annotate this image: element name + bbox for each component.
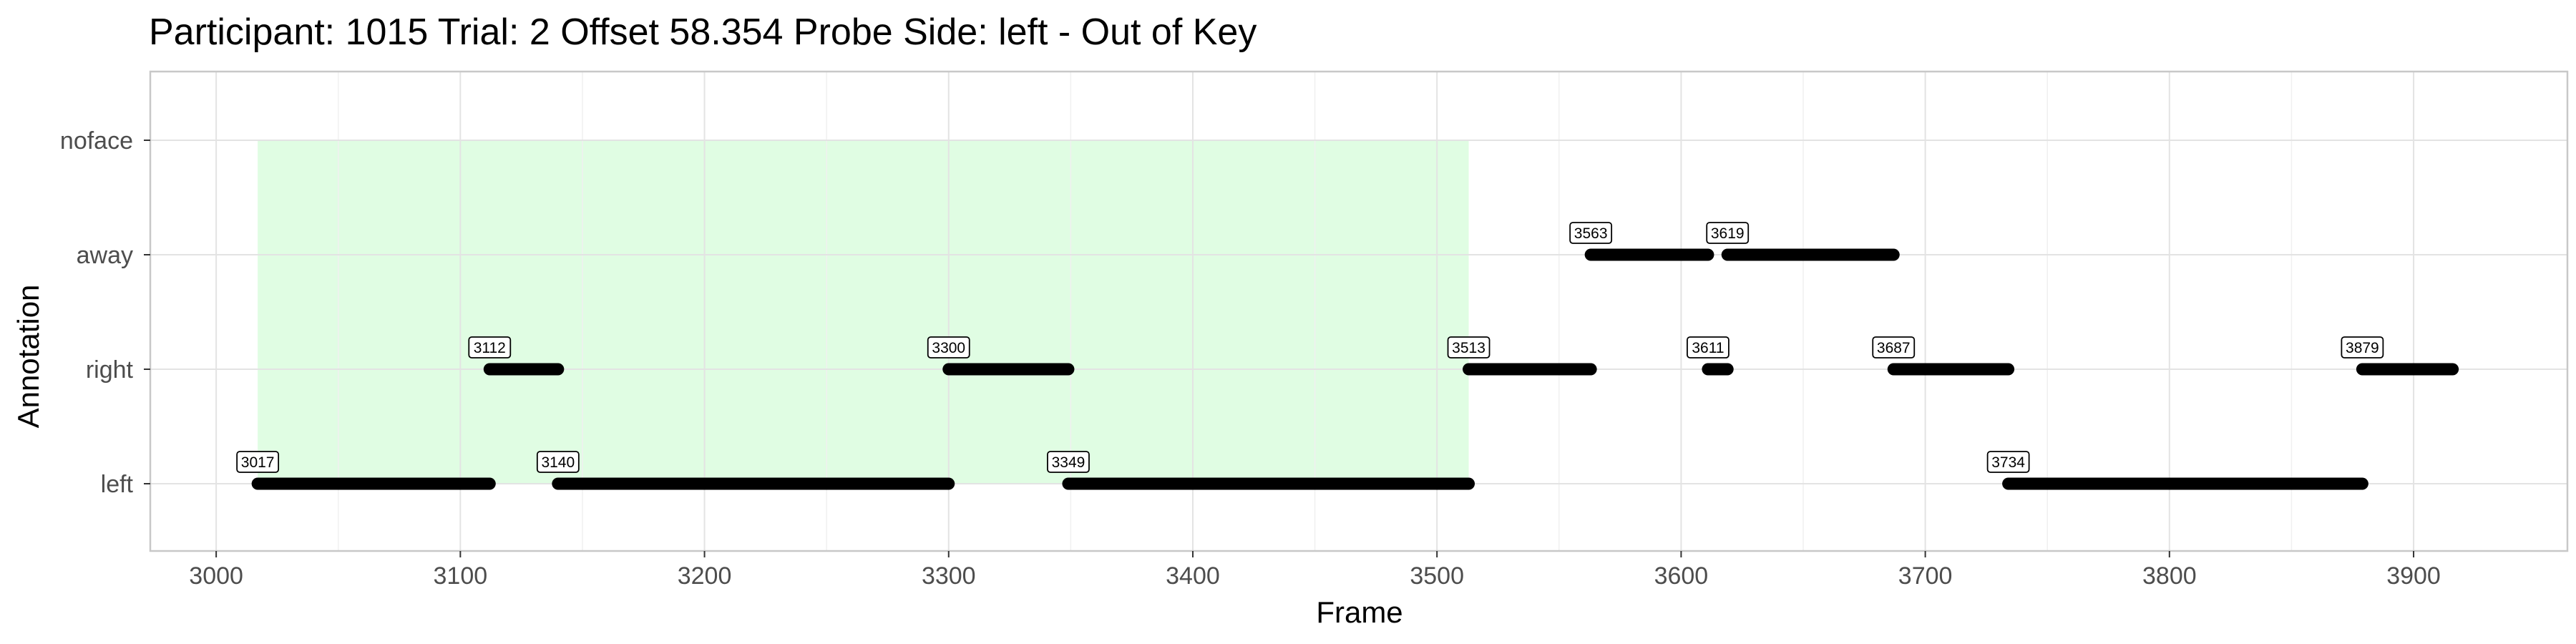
segment-label-box [1687, 336, 1729, 358]
segment-label-box [236, 451, 280, 473]
panel-border [149, 70, 2569, 552]
y-tick-label: noface [60, 127, 133, 155]
highlight-region [258, 140, 1469, 484]
segment-label-text: 3112 [474, 340, 506, 356]
segment-label: 3687 [1872, 336, 1916, 358]
segment-label-text: 3513 [1452, 340, 1485, 356]
x-axis-title: Frame [1316, 595, 1402, 629]
chart-title: Participant: 1015 Trial: 2 Offset 58.354… [149, 11, 1257, 53]
x-tick-label: 3000 [189, 562, 243, 590]
segment-label-text: 3563 [1574, 225, 1608, 242]
plot-panel: 3000 3100 3200 3300 3400 3500 3600 3700 3800 3900… [60, 70, 2569, 590]
segment-label: 3017 [236, 451, 280, 473]
segment-label-text: 3687 [1877, 340, 1911, 356]
segment-label: 3349 [1047, 451, 1090, 473]
segment-label-text: 3017 [241, 454, 275, 471]
segment-label-box [468, 336, 512, 358]
x-tick-label: 3100 [434, 562, 488, 590]
segment-label: 3619 [1706, 222, 1750, 244]
segment-label-text: 3140 [541, 454, 575, 471]
segment-label: 3563 [1569, 222, 1613, 244]
segment-label: 3734 [1986, 451, 2030, 473]
segment-label-text: 3734 [1991, 454, 2025, 471]
segment-label: 3513 [1447, 336, 1491, 358]
segment-label-text: 3349 [1052, 454, 1085, 471]
y-tick-label: away [77, 242, 133, 269]
segment-label-text: 3611 [1692, 340, 1724, 356]
segment-label-box [1447, 336, 1491, 358]
y-tick-label: left [101, 471, 134, 498]
segment-label-box [927, 336, 970, 358]
segment-label-box [1706, 222, 1750, 244]
segment-label-box [2341, 336, 2384, 358]
x-tick-label: 3700 [1898, 562, 1953, 590]
segment-label-box [1569, 222, 1613, 244]
segment-label-box [1986, 451, 2030, 473]
segment-label-text: 3879 [2346, 340, 2379, 356]
segment-label-text: 3300 [932, 340, 965, 356]
x-tick-label: 3200 [678, 562, 732, 590]
x-tick-label: 3800 [2142, 562, 2197, 590]
y-axis-title: Annotation [11, 285, 45, 429]
x-tick-label: 3500 [1410, 562, 1464, 590]
segment-label-box [1872, 336, 1916, 358]
x-tick-label: 3400 [1166, 562, 1220, 590]
segment-label: 3140 [536, 451, 580, 473]
segment-label: 3112 [468, 336, 512, 358]
segment-label: 3611 [1687, 336, 1729, 358]
segment-label-box [536, 451, 580, 473]
segment-label: 3300 [927, 336, 970, 358]
y-tick-label: right [86, 356, 134, 384]
x-tick-label: 3900 [2386, 562, 2441, 590]
segment-label-box [1047, 451, 1090, 473]
segment-label-text: 3619 [1711, 225, 1745, 242]
x-tick-label: 3600 [1654, 562, 1709, 590]
segment-label: 3879 [2341, 336, 2384, 358]
x-tick-label: 3300 [922, 562, 976, 590]
